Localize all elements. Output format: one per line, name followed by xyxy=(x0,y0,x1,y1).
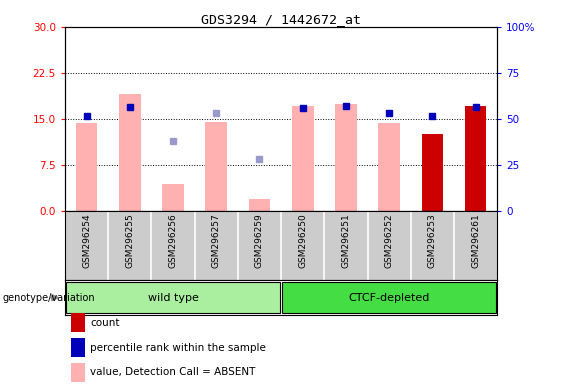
Bar xyxy=(66,282,280,313)
Text: genotype/variation: genotype/variation xyxy=(3,293,95,303)
Bar xyxy=(206,122,227,211)
Text: value, Detection Call = ABSENT: value, Detection Call = ABSENT xyxy=(90,367,256,377)
Text: GSM296256: GSM296256 xyxy=(168,213,177,268)
Text: GSM296251: GSM296251 xyxy=(341,213,350,268)
Bar xyxy=(292,106,314,211)
Text: CTCF-depleted: CTCF-depleted xyxy=(349,293,430,303)
Bar xyxy=(379,123,400,211)
Text: GSM296259: GSM296259 xyxy=(255,213,264,268)
Text: GSM296252: GSM296252 xyxy=(385,213,394,268)
Bar xyxy=(162,184,184,211)
Bar xyxy=(421,134,443,211)
Bar xyxy=(76,123,97,211)
Bar xyxy=(465,106,486,211)
Text: GSM296261: GSM296261 xyxy=(471,213,480,268)
Title: GDS3294 / 1442672_at: GDS3294 / 1442672_at xyxy=(201,13,361,26)
Text: GSM296255: GSM296255 xyxy=(125,213,134,268)
Text: GSM296257: GSM296257 xyxy=(212,213,221,268)
Bar xyxy=(335,104,357,211)
Text: wild type: wild type xyxy=(147,293,198,303)
Text: percentile rank within the sample: percentile rank within the sample xyxy=(90,343,266,353)
Text: GSM296253: GSM296253 xyxy=(428,213,437,268)
Text: count: count xyxy=(90,318,120,328)
Bar xyxy=(282,282,496,313)
Text: GSM296250: GSM296250 xyxy=(298,213,307,268)
Bar xyxy=(119,94,141,211)
Text: GSM296254: GSM296254 xyxy=(82,213,91,268)
Bar xyxy=(249,199,270,211)
